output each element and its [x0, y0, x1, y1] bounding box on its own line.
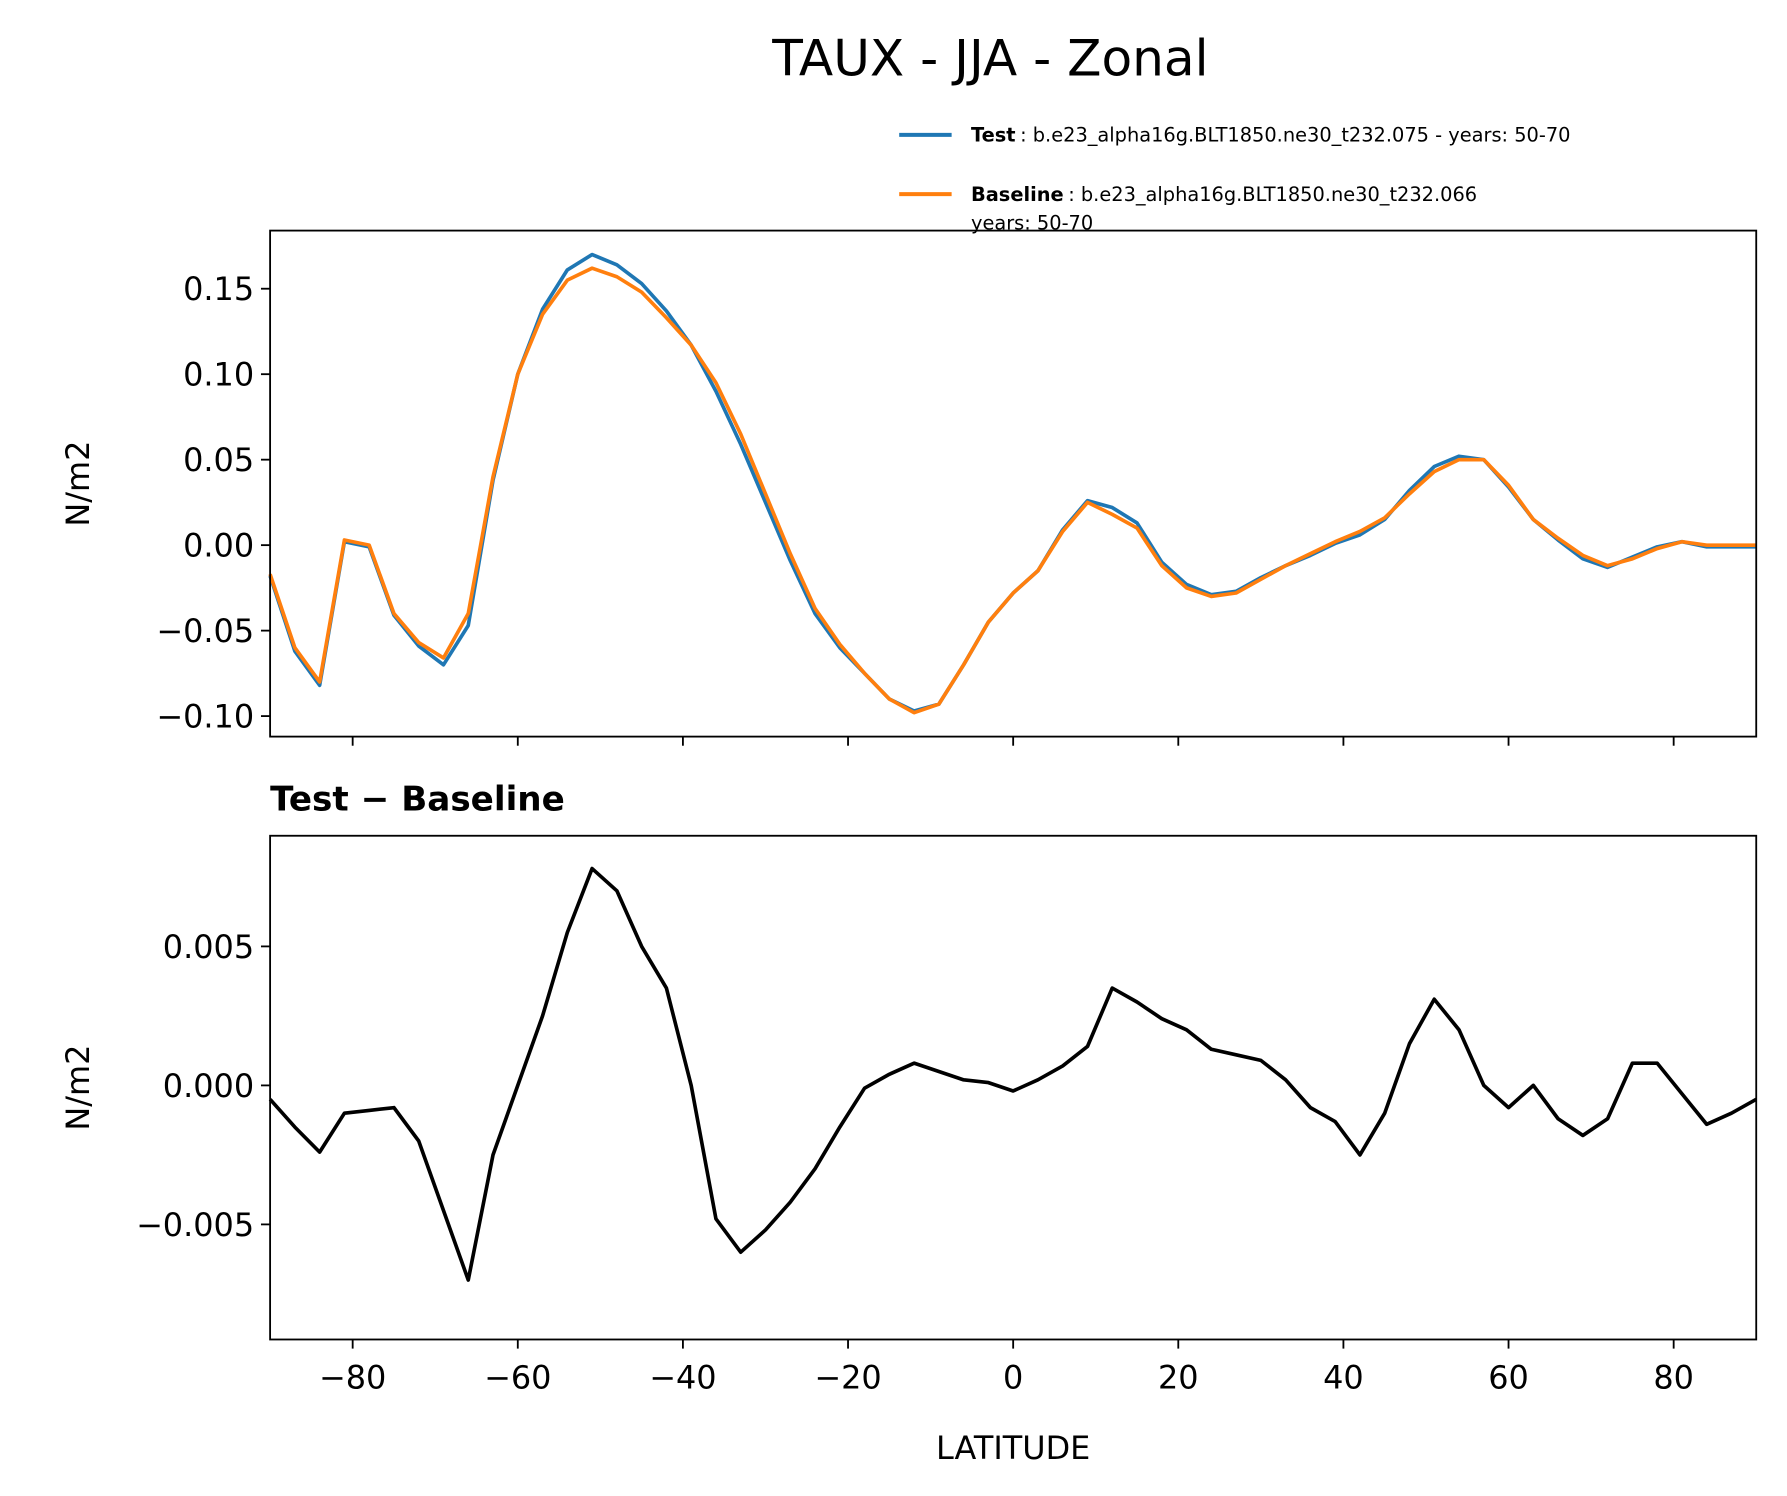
legend-name: Test	[971, 124, 1016, 147]
legend-description: years: 50-70	[971, 211, 1093, 234]
x-axis-label: LATITUDE	[936, 1429, 1090, 1467]
x-tick-label: 80	[1653, 1358, 1694, 1396]
legend-description: : b.e23_alpha16g.BLT1850.ne30_t232.075 -…	[1020, 124, 1570, 147]
x-tick-label: 60	[1488, 1358, 1529, 1396]
y-axis-label: N/m2	[59, 441, 97, 527]
y-tick-label: 0.10	[183, 356, 254, 394]
legend-name: Baseline	[971, 183, 1064, 206]
legend-label: years: 50-70	[971, 211, 1093, 234]
y-tick-label: 0.000	[163, 1067, 254, 1105]
x-tick-label: 40	[1323, 1358, 1364, 1396]
x-tick-label: 20	[1158, 1358, 1199, 1396]
panel-title: Test − Baseline	[270, 780, 565, 820]
x-tick-label: 0	[1003, 1358, 1023, 1396]
plot-frame	[269, 229, 1758, 738]
data-line	[268, 866, 1758, 1282]
data-line	[268, 266, 1757, 715]
y-tick-label: 0.00	[183, 527, 254, 565]
x-tick-label: −80	[319, 1358, 386, 1396]
y-tick-label: −0.05	[156, 612, 254, 650]
chart-title: TAUX - JJA - Zonal	[771, 29, 1208, 88]
x-tick-label: −40	[649, 1358, 716, 1396]
legend-description: : b.e23_alpha16g.BLT1850.ne30_t232.066	[1068, 183, 1477, 206]
y-tick-label: −0.10	[156, 697, 254, 735]
legend-label: Baseline: b.e23_alpha16g.BLT1850.ne30_t2…	[971, 183, 1477, 206]
plot-frame	[269, 834, 1758, 1341]
y-tick-label: 0.05	[183, 441, 254, 479]
x-tick-label: −20	[814, 1358, 881, 1396]
x-tick-label: −60	[484, 1358, 551, 1396]
y-tick-label: −0.005	[136, 1206, 254, 1244]
y-tick-label: 0.005	[163, 928, 254, 966]
y-axis-label: N/m2	[59, 1045, 97, 1131]
legend-label: Test: b.e23_alpha16g.BLT1850.ne30_t232.0…	[971, 124, 1570, 147]
y-tick-label: 0.15	[183, 270, 254, 308]
